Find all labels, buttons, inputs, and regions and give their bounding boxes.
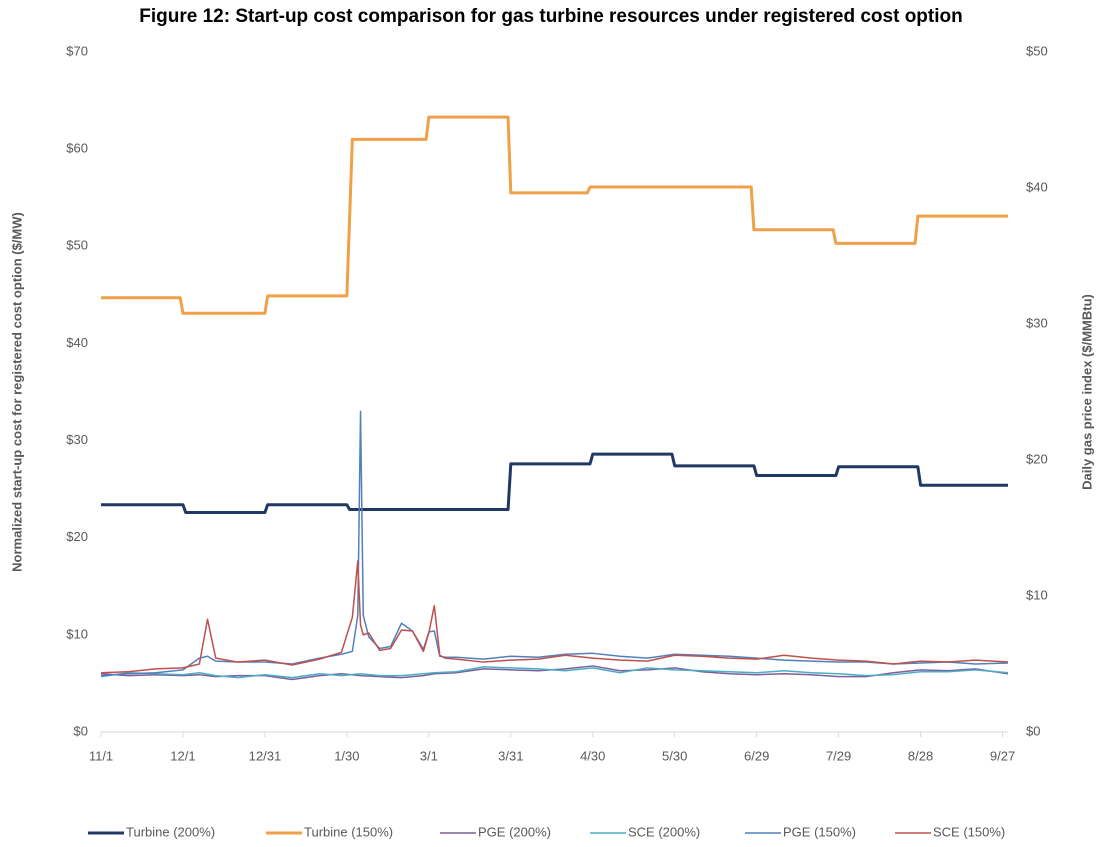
y-tick-label: $0 [74, 723, 88, 738]
y-tick-label: $50 [66, 238, 88, 253]
y2-tick-label: $0 [1026, 723, 1040, 738]
x-tick-label: 11/1 [89, 748, 113, 763]
series-line [100, 665, 1009, 681]
chart-title: Figure 12: Start-up cost comparison for … [139, 6, 963, 27]
y2-tick-label: $20 [1026, 451, 1048, 466]
legend-label: Turbine (200%) [126, 824, 215, 839]
legend-label: PGE (150%) [783, 824, 856, 839]
legend-label: SCE (150%) [933, 824, 1005, 839]
y-tick-label: $40 [66, 335, 88, 350]
x-tick-label: 3/1 [420, 748, 438, 763]
y2-tick-label: $40 [1026, 179, 1048, 194]
x-tick-label: 3/31 [498, 748, 523, 763]
y2-tick-label: $30 [1026, 315, 1048, 330]
y-axis-label: Normalized start-up cost for registered … [9, 212, 24, 572]
y-tick-label: $60 [66, 141, 88, 156]
y2-axis-label: Daily gas price index ($/MMBtu) [1079, 294, 1094, 490]
x-tick-label: 1/30 [334, 748, 359, 763]
x-tick-label: 12/1 [170, 748, 195, 763]
y-tick-label: $10 [66, 626, 88, 641]
series-line [100, 666, 1009, 679]
y-tick-label: $20 [66, 529, 88, 544]
series-line [101, 452, 1008, 514]
x-tick-label: 8/28 [908, 748, 933, 763]
legend-label: PGE (200%) [478, 824, 551, 839]
y2-tick-label: $10 [1026, 587, 1048, 602]
y-tick-label: $70 [66, 43, 88, 58]
legend-label: Turbine (150%) [304, 824, 393, 839]
x-tick-label: 9/27 [990, 748, 1015, 763]
y-tick-label: $30 [66, 432, 88, 447]
y2-tick-label: $50 [1026, 43, 1048, 58]
legend-label: SCE (200%) [628, 824, 700, 839]
x-tick-label: 7/29 [826, 748, 851, 763]
x-tick-label: 4/30 [580, 748, 605, 763]
x-tick-label: 12/31 [249, 748, 282, 763]
series-line [101, 115, 1008, 315]
x-tick-label: 5/30 [662, 748, 687, 763]
series-line [100, 410, 1009, 677]
series-line [100, 560, 1009, 674]
x-tick-label: 6/29 [744, 748, 769, 763]
